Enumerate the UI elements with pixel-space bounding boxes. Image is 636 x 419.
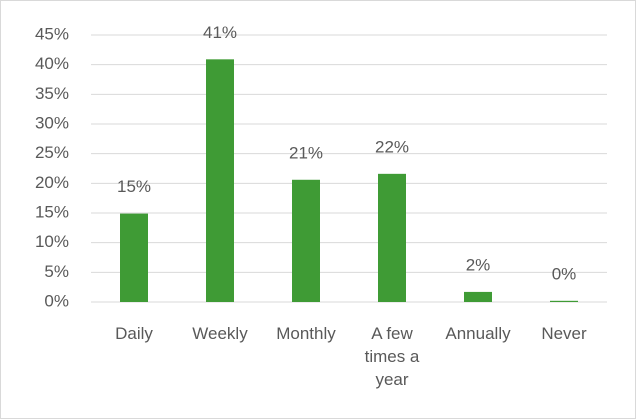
bar <box>206 59 234 303</box>
bar <box>550 300 578 302</box>
data-label: 15% <box>117 177 151 196</box>
x-tick-label: Daily <box>115 324 153 343</box>
bar <box>378 173 406 302</box>
y-tick-label: 0% <box>44 291 69 310</box>
bar <box>292 179 320 302</box>
data-label: 0% <box>552 264 577 283</box>
data-label: 21% <box>289 143 323 162</box>
y-tick-label: 35% <box>35 84 69 103</box>
y-tick-label: 45% <box>35 24 69 43</box>
y-tick-label: 15% <box>35 202 69 221</box>
x-tick-label: Never <box>541 324 587 343</box>
y-tick-label: 10% <box>35 232 69 251</box>
x-tick-label: Annually <box>445 324 511 343</box>
x-tick-label: A few times a year <box>364 324 420 389</box>
y-tick-label: 20% <box>35 173 69 192</box>
x-tick-label: Weekly <box>192 324 248 343</box>
y-tick-label: 30% <box>35 113 69 132</box>
y-tick-label: 5% <box>44 262 69 281</box>
y-tick-label: 25% <box>35 143 69 162</box>
bar <box>120 213 148 302</box>
data-label: 22% <box>375 137 409 156</box>
y-tick-label: 40% <box>35 54 69 73</box>
x-tick-label: Monthly <box>276 324 336 343</box>
bar <box>464 291 492 302</box>
data-label: 2% <box>466 255 491 274</box>
data-label: 41% <box>203 23 237 42</box>
